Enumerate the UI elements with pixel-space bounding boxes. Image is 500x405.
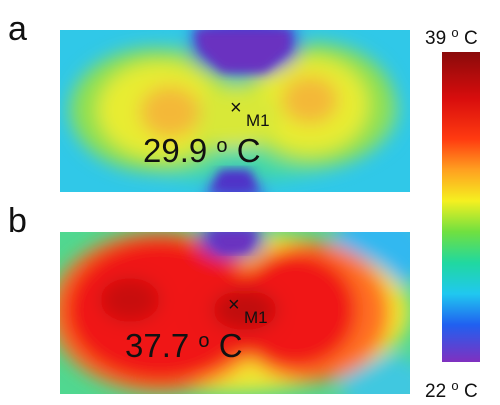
reading-degree: o (198, 330, 209, 352)
marker-label: M1 (246, 111, 270, 130)
reading-unit: C (237, 132, 261, 169)
marker-label: M1 (244, 308, 268, 327)
colorbar-max-degree: o (451, 25, 458, 40)
reading-degree: o (216, 135, 227, 157)
marker-cross: × (230, 97, 242, 119)
colorbar-min: 22 o C (425, 374, 478, 402)
colorbar-min-number: 22 (425, 381, 446, 402)
reading-unit: C (219, 327, 243, 364)
colorbar-max-number: 39 (425, 28, 446, 49)
reading-number: 37.7 (125, 327, 189, 364)
panel-label: a (8, 10, 27, 48)
colorbar-max: 39 o C (425, 21, 478, 49)
colorbar-min-unit: C (464, 381, 478, 402)
figure: a b × M1 × M1 29.9 o C 37.7 o C 39 o C 2… (0, 0, 500, 405)
reading-number: 29.9 (143, 132, 207, 169)
panel-label: b (8, 202, 27, 240)
thermal-image-b (50, 210, 430, 405)
marker-cross: × (228, 294, 240, 316)
colorbar (442, 52, 480, 362)
colorbar-max-unit: C (464, 28, 478, 49)
colorbar-min-degree: o (451, 378, 458, 393)
